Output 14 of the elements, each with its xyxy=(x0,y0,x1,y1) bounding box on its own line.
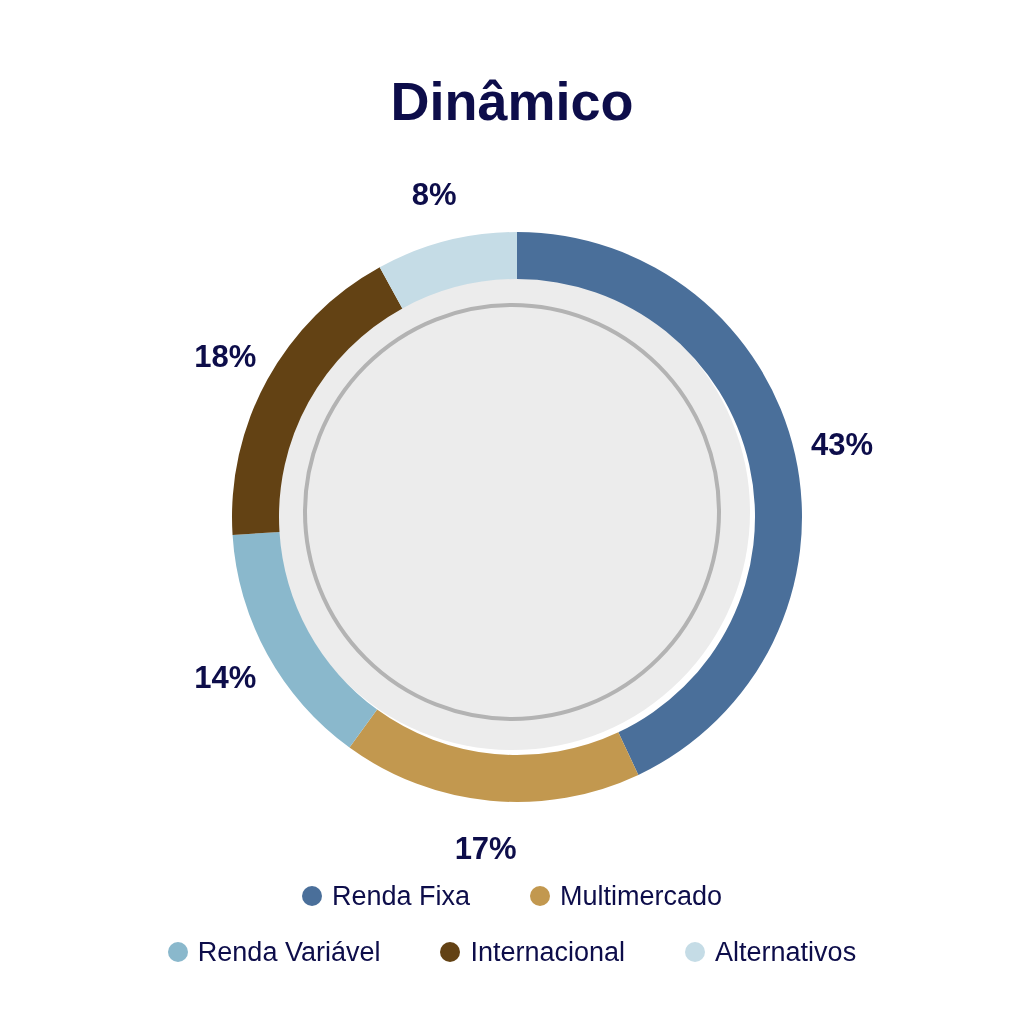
legend-label: Internacional xyxy=(470,936,626,968)
data-label: 17% xyxy=(454,831,517,867)
data-label: 14% xyxy=(194,659,257,695)
donut-slice xyxy=(349,709,639,802)
legend-label: Renda Variável xyxy=(197,936,381,968)
legend-label: Multimercado xyxy=(560,880,723,912)
legend-label: Renda Fixa xyxy=(331,880,470,912)
legend-label: Alternativos xyxy=(715,936,857,968)
data-label: 43% xyxy=(810,426,873,462)
data-label: 8% xyxy=(411,176,457,212)
data-label: 18% xyxy=(194,339,257,375)
donut-slice xyxy=(517,232,802,775)
donut-slice xyxy=(379,232,517,309)
chart-title: Dinâmico xyxy=(389,70,635,132)
